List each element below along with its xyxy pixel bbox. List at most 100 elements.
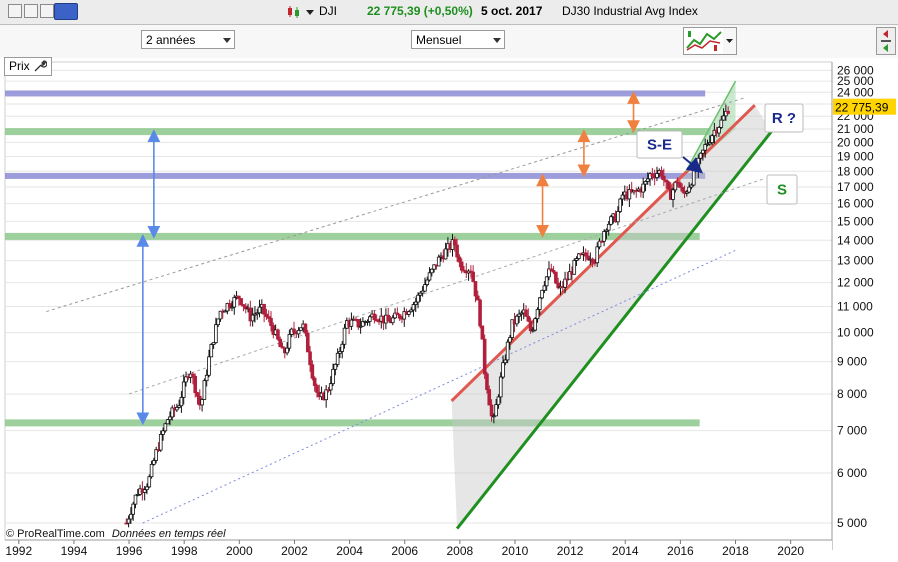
chart-area[interactable]: 5 000 6 000 7 000 8 000 9 000 10 000 11 000 12 …: [0, 58, 898, 562]
candles: [124, 104, 730, 528]
trend-channel-fill: [451, 105, 772, 529]
y-tick-label: 10 000: [837, 326, 874, 340]
candle-body: [374, 319, 379, 322]
annotation-pointer-arrow: [682, 156, 704, 174]
x-tick-label: 1994: [61, 544, 88, 558]
candle-body: [223, 310, 227, 313]
candle-body: [650, 173, 655, 177]
candle-body: [126, 518, 131, 524]
candle-body: [209, 344, 214, 358]
candle-body: [604, 229, 609, 232]
candle-body: [457, 256, 462, 263]
candle-body: [554, 271, 558, 284]
candle-body: [255, 312, 260, 315]
candle-body: [641, 183, 645, 193]
candle-body: [147, 476, 152, 488]
period-select[interactable]: 2 années: [141, 30, 235, 49]
candle-body: [616, 211, 620, 223]
candle-body: [145, 486, 149, 491]
indicators-dropdown[interactable]: [723, 27, 737, 55]
x-tick-label: 2020: [777, 544, 804, 558]
candle-body: [602, 231, 606, 242]
price-chart[interactable]: 5 000 6 000 7 000 8 000 9 000 10 000 11 000 12 …: [0, 58, 898, 562]
footer-credit: © ProRealTime.com Données en temps réel: [6, 528, 226, 540]
candle-body: [701, 149, 705, 154]
candle-body: [163, 423, 168, 432]
side-panel-toggle[interactable]: [876, 27, 896, 55]
candle-body: [328, 383, 333, 391]
y-tick-label: 16 000: [837, 197, 874, 211]
candle-body: [315, 385, 319, 393]
candle-body: [407, 311, 411, 315]
candle-body: [452, 239, 457, 246]
candle-body: [432, 264, 436, 270]
candle-body: [496, 396, 501, 406]
prix-tool-button[interactable]: Prix: [4, 57, 53, 76]
candle-body: [349, 319, 354, 327]
candle-body: [510, 319, 515, 338]
candle-body: [471, 271, 475, 282]
indicators-button[interactable]: [683, 27, 725, 55]
candle-body: [276, 329, 280, 340]
candle-body: [409, 309, 413, 313]
candle-body: [480, 325, 485, 340]
candle-body: [129, 513, 133, 520]
chevron-down-icon[interactable]: [305, 10, 315, 16]
candle-body: [655, 173, 659, 178]
candle-body: [544, 276, 549, 287]
candle-body: [577, 253, 581, 259]
candle-body: [537, 297, 542, 310]
candle-body: [489, 404, 494, 417]
candle-body: [331, 368, 335, 385]
candle-body: [420, 290, 425, 294]
support-zone: [5, 128, 711, 136]
candle-body: [390, 317, 395, 324]
ticker-symbol: DJI: [319, 4, 337, 18]
trendline-dashed_upper: [46, 97, 744, 313]
annotation-label: S-E: [647, 137, 672, 154]
interval-select[interactable]: Mensuel: [411, 30, 505, 49]
candle-body: [243, 305, 248, 310]
x-tick-label: 2002: [281, 544, 308, 558]
trendline-red: [450, 104, 756, 402]
candle-body: [664, 179, 668, 183]
candle-body: [416, 294, 420, 303]
maximize-icon[interactable]: [24, 4, 38, 18]
candle-body: [418, 292, 423, 296]
x-tick-label: 2006: [391, 544, 418, 558]
support-zone: [5, 419, 700, 427]
y-tick-label: 21 000: [837, 122, 874, 136]
candle-body: [358, 325, 363, 328]
candle-body: [707, 142, 712, 145]
candle-body: [533, 318, 537, 331]
candle-body: [356, 319, 361, 328]
candle-body: [487, 389, 492, 406]
candle-body: [515, 315, 519, 325]
candle-body: [324, 389, 328, 401]
candle-body: [590, 258, 595, 263]
y-tick-label: 20 000: [837, 135, 874, 149]
candle-body: [501, 362, 505, 378]
support-zone: [5, 232, 700, 240]
x-tick-label: 2010: [502, 544, 529, 558]
candle-body: [335, 352, 340, 365]
close-icon[interactable]: [40, 4, 54, 18]
x-tick-label: 2016: [667, 544, 694, 558]
y-tick-label: 19 000: [837, 149, 874, 163]
candle-body: [680, 186, 685, 192]
candle-body: [218, 310, 223, 320]
candle-body: [455, 244, 459, 258]
annotation-label: R ?: [772, 110, 796, 127]
realtime-note: Données en temps réel: [111, 528, 226, 540]
keyboard-icon[interactable]: [54, 3, 78, 20]
candle-body: [478, 299, 482, 327]
resistance-zone: [5, 90, 706, 97]
x-tick-label: 2012: [557, 544, 584, 558]
candle-body: [473, 281, 478, 297]
resistance-zone: [5, 172, 706, 179]
minimize-icon[interactable]: [8, 4, 22, 18]
candle-body: [703, 144, 707, 151]
candlestick-icon: [288, 6, 299, 18]
candle-body: [310, 364, 315, 379]
candle-body: [627, 189, 632, 200]
